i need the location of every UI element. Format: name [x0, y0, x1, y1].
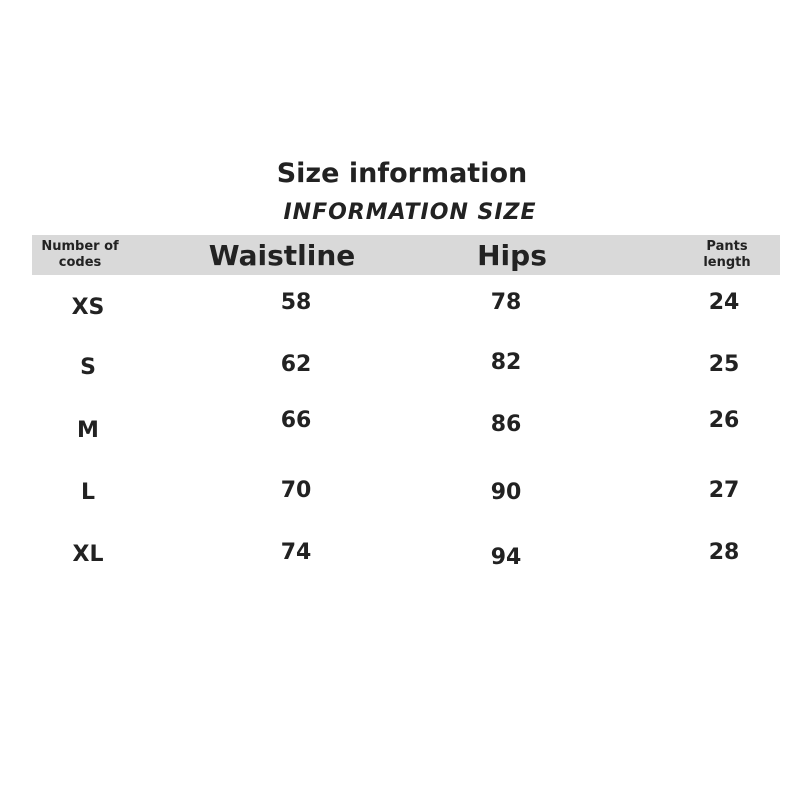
cell-waistline: 66	[280, 408, 312, 433]
cell-size: M	[77, 418, 99, 443]
cell-pants-length: 28	[708, 540, 740, 565]
cell-size: L	[80, 480, 96, 505]
cell-waistline: 58	[280, 290, 312, 315]
table-header: Number of codes Waistline Hips Pants len…	[32, 235, 780, 275]
cell-waistline: 62	[280, 352, 312, 377]
cell-hips: 86	[490, 412, 522, 437]
cell-pants-length: 26	[708, 408, 740, 433]
cell-waistline: 70	[280, 478, 312, 503]
subtitle: INFORMATION SIZE	[283, 200, 537, 225]
cell-size: XL	[72, 542, 104, 567]
header-pants-length: Pants length	[703, 239, 751, 270]
cell-hips: 90	[490, 480, 522, 505]
cell-waistline: 74	[280, 540, 312, 565]
header-waistline: Waistline	[208, 239, 356, 272]
cell-hips: 94	[490, 545, 522, 570]
title: Size information	[276, 158, 528, 189]
cell-pants-length: 24	[708, 290, 740, 315]
cell-hips: 82	[490, 350, 522, 375]
header-codes: Number of codes	[41, 239, 119, 270]
cell-size: S	[80, 355, 96, 380]
cell-pants-length: 27	[708, 478, 740, 503]
cell-pants-length: 25	[708, 352, 740, 377]
header-hips: Hips	[477, 239, 547, 272]
cell-size: XS	[71, 295, 105, 320]
cell-hips: 78	[490, 290, 522, 315]
